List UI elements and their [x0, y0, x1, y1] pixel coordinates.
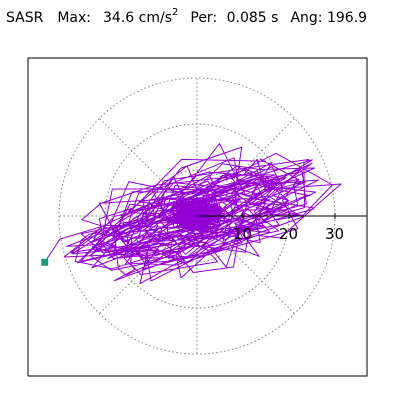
per-label: Per: [190, 10, 218, 26]
grid-spoke-135 [99, 118, 198, 217]
peak-marker [41, 258, 49, 266]
ang-label: Ang: [290, 10, 323, 26]
peak-marker-layer [41, 258, 49, 266]
chart-title: SASR Max: 34.6 cm/s2 Per: 0.085 s Ang: 196.9 [6, 7, 368, 27]
orbit-cluster [240, 225, 248, 233]
plot-frame [27, 57, 368, 377]
max-value: 34.6 [103, 10, 135, 26]
max-label: Max: [57, 10, 92, 26]
ring-label-30: 30 [325, 225, 344, 243]
orbit-trace [44, 143, 342, 285]
max-unit-text: cm/s [138, 10, 172, 26]
max-unit: cm/s2 [138, 7, 179, 27]
ring-label-20: 20 [279, 225, 298, 243]
title-name: SASR [6, 10, 44, 26]
orbit-core [184, 207, 210, 229]
max-unit-exponent: 2 [172, 7, 179, 18]
polar-axis [197, 213, 367, 219]
ring-labels: 10 20 30 [233, 225, 344, 243]
ring-label-10: 10 [233, 225, 252, 243]
grid-spoke-315 [196, 215, 295, 314]
ang-value: 196.9 [326, 10, 368, 26]
per-value: 0.085 s [226, 10, 279, 26]
